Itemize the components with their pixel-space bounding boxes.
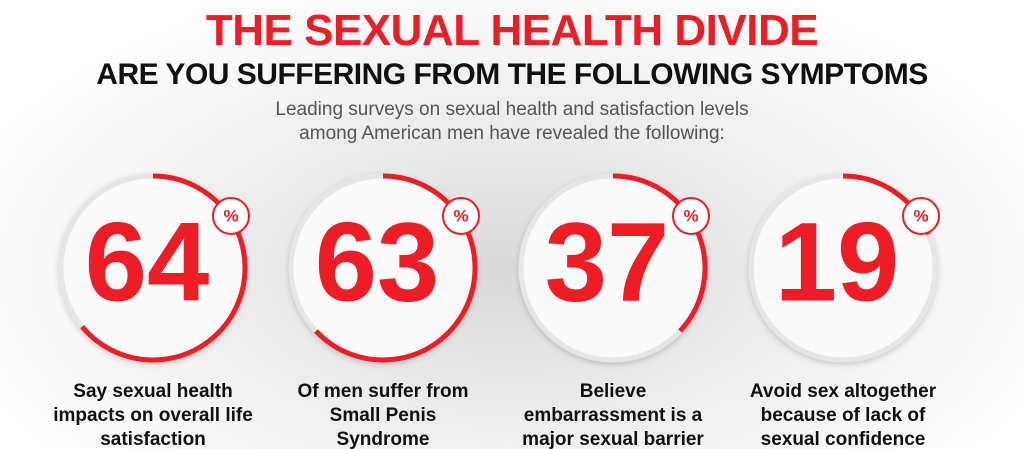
stat-caption: Say sexual health impacts on overall lif…	[53, 381, 253, 449]
ring-arc	[314, 173, 478, 363]
percent-badge	[902, 197, 940, 235]
percent-badge	[442, 197, 480, 235]
stat-value: 19	[775, 200, 900, 325]
percent-sign: %	[683, 207, 698, 226]
ring-arc	[80, 173, 248, 363]
percent-badge	[672, 197, 710, 235]
percent-sign: %	[913, 207, 928, 226]
percent-sign: %	[223, 207, 238, 226]
title: THE SEXUAL HEALTH DIVIDE	[205, 6, 819, 55]
stat-caption: Of men suffer from Small Penis Syndrome	[297, 381, 469, 449]
stat-caption: Believe embarrassment is a major sexual …	[522, 381, 704, 449]
intro: Leading surveys on sexual health and sat…	[275, 99, 749, 144]
stat-value: 64	[85, 200, 210, 325]
stat-caption: Avoid sex altogether because of lack of …	[749, 381, 937, 449]
stat-value: 37	[545, 200, 670, 325]
percent-sign: %	[453, 207, 468, 226]
stat-value: 63	[315, 200, 440, 325]
subtitle: ARE YOU SUFFERING FROM THE FOLLOWING SYM…	[96, 58, 928, 91]
percent-badge	[212, 197, 250, 235]
